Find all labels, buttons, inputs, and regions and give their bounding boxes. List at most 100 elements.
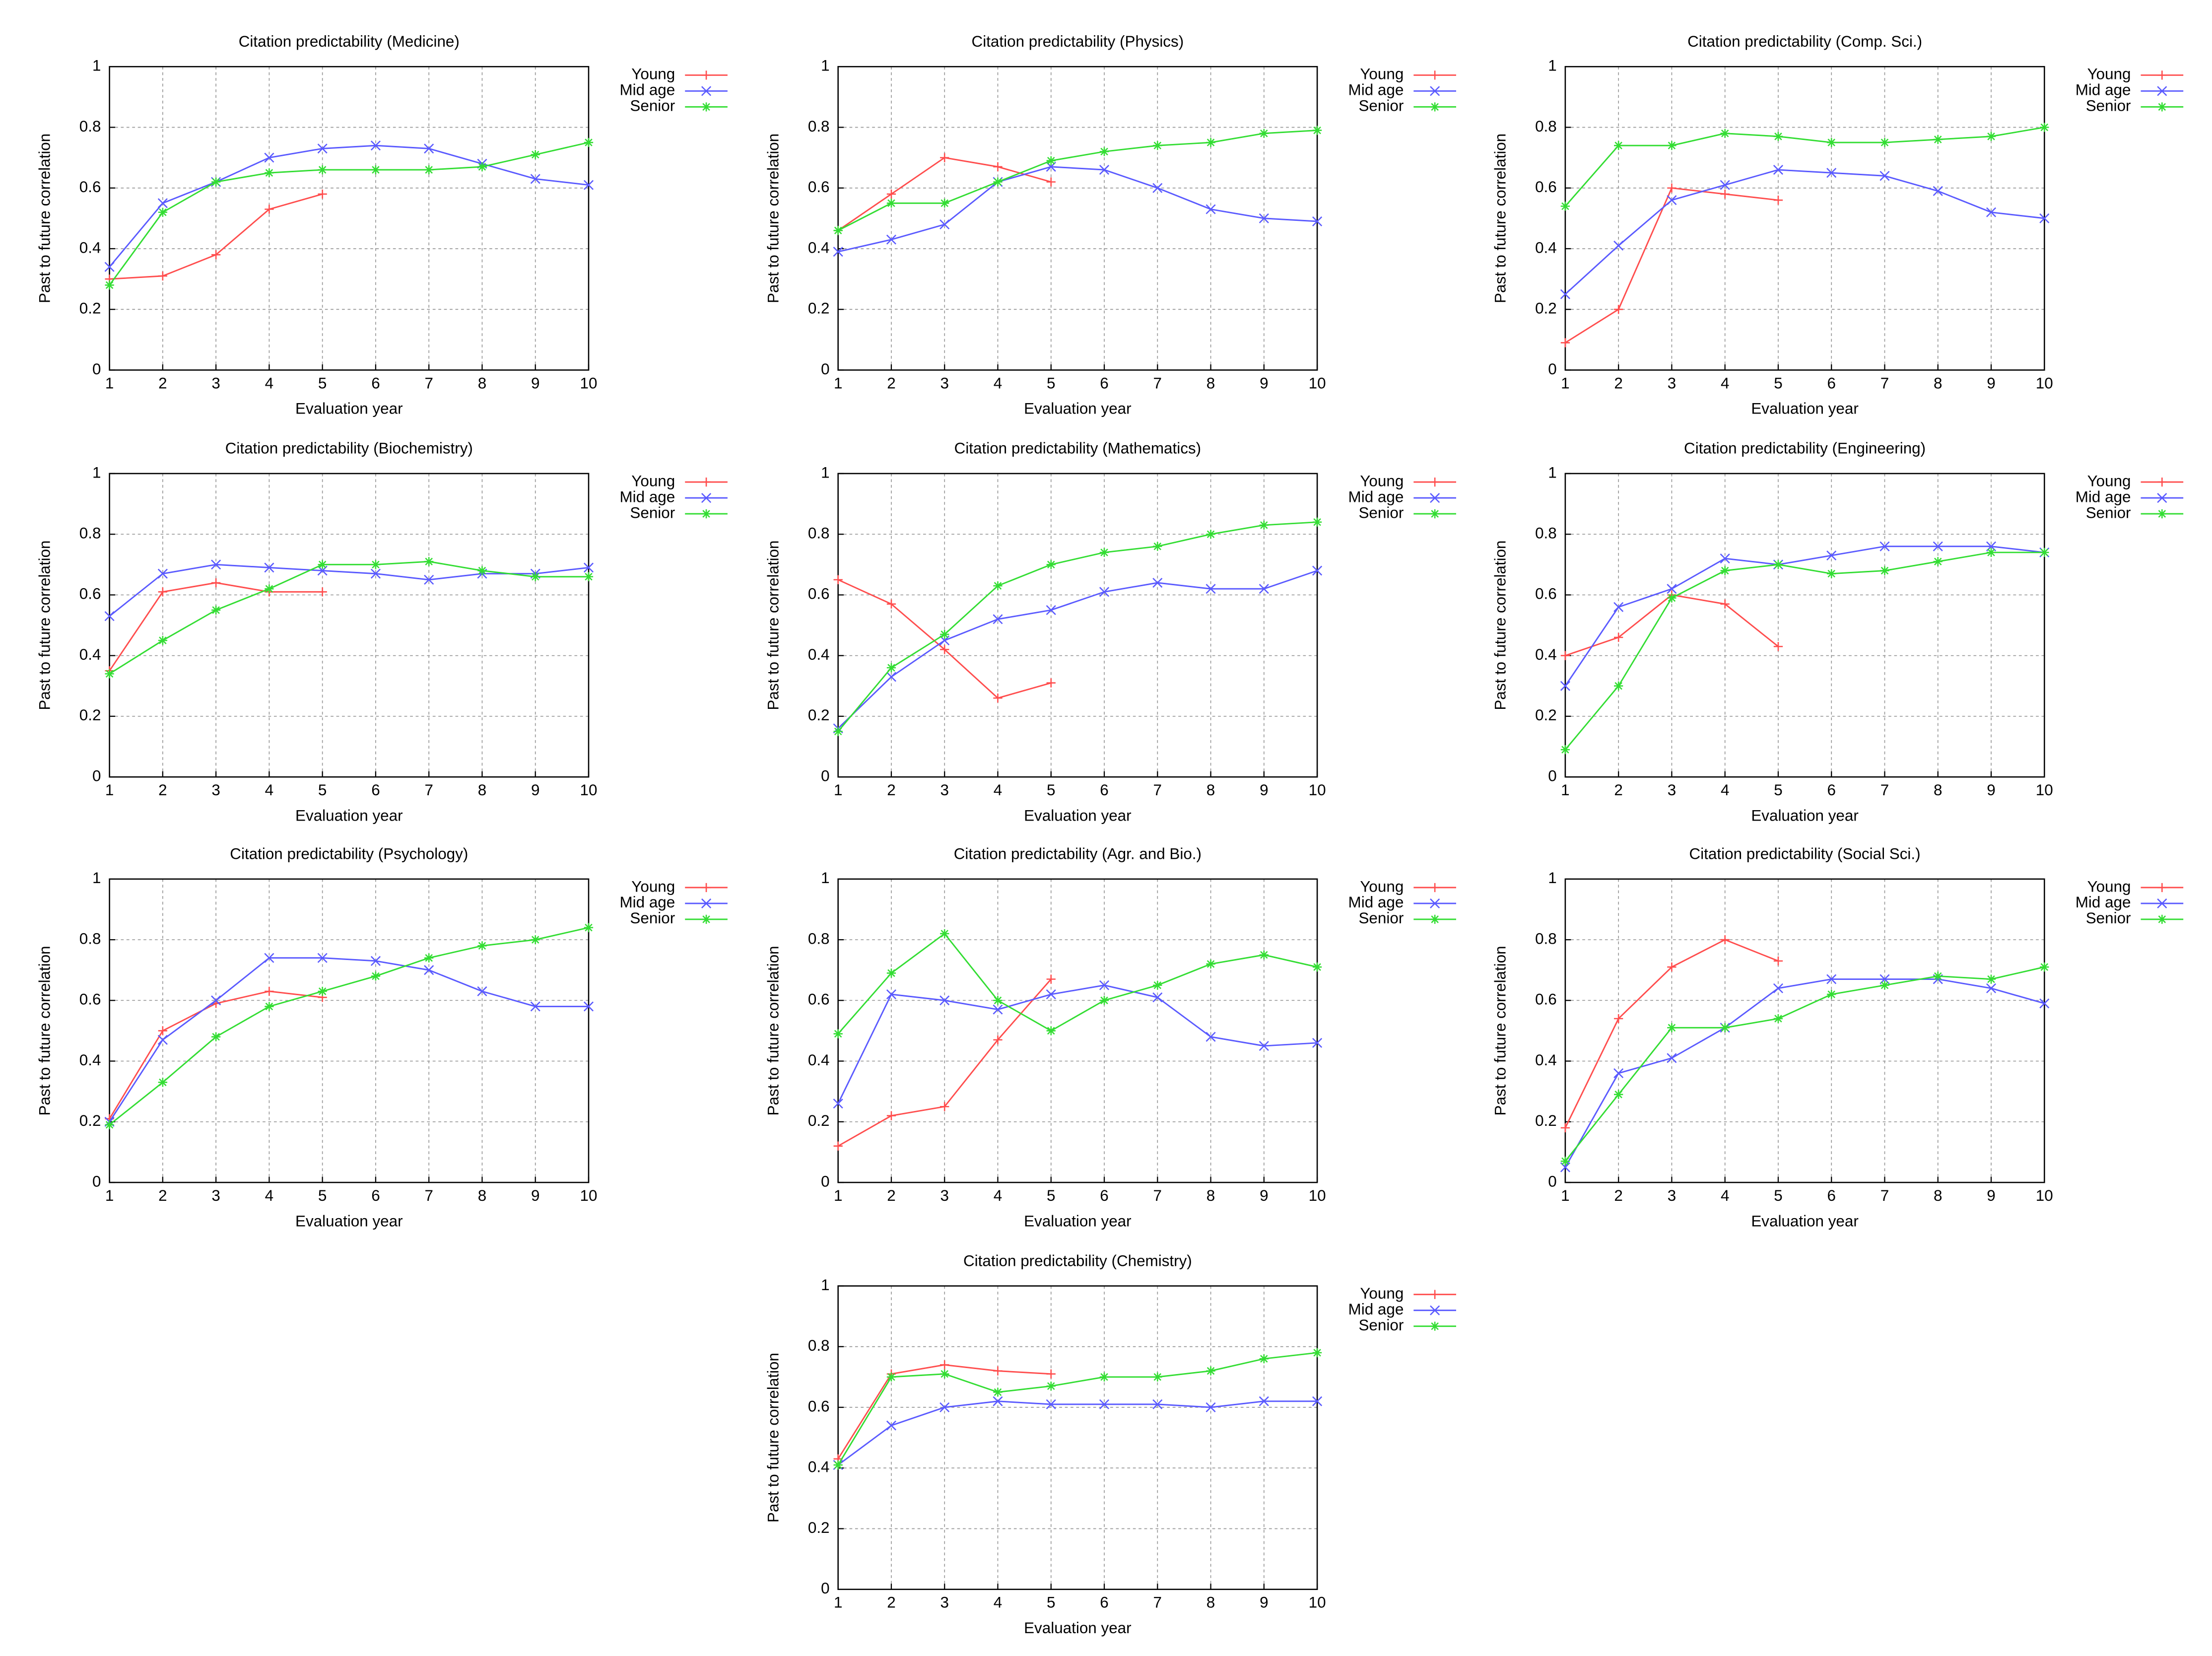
point-marker	[2040, 548, 2049, 557]
point-marker	[2040, 123, 2049, 132]
y-tick-label: 0.8	[79, 524, 101, 542]
point-marker	[1560, 1123, 1570, 1133]
point-marker	[833, 727, 843, 736]
x-tick-label: 7	[424, 374, 433, 392]
x-tick-label: 1	[834, 1594, 842, 1611]
x-tick-label: 7	[424, 781, 433, 799]
point-marker	[1046, 605, 1056, 616]
point-marker	[584, 572, 594, 581]
series-line	[838, 166, 1318, 253]
point-marker	[1259, 129, 1269, 138]
point-marker	[583, 562, 594, 573]
point-marker	[318, 560, 327, 569]
x-tick-label: 10	[2036, 781, 2053, 799]
x-tick-label: 6	[371, 781, 380, 799]
x-tick-label: 3	[940, 374, 948, 392]
y-tick-label: 1	[1548, 57, 1556, 74]
point-marker	[1773, 983, 1783, 993]
legend-label: Mid age	[619, 81, 675, 99]
point-marker	[1720, 189, 1730, 199]
y-tick-label: 0.4	[1535, 1051, 1557, 1069]
point-marker	[211, 250, 221, 260]
point-marker	[477, 986, 487, 997]
point-marker	[1312, 1396, 1323, 1406]
point-marker	[886, 989, 896, 1000]
y-tick-label: 0.4	[1535, 646, 1557, 663]
point-marker	[993, 1035, 1003, 1044]
point-marker	[265, 1002, 274, 1011]
point-marker	[1614, 1090, 1623, 1099]
point-marker	[1720, 180, 1730, 190]
x-tick-label: 3	[940, 1594, 948, 1611]
point-marker	[1206, 1402, 1216, 1413]
legend-label: Senior	[630, 97, 675, 115]
point-marker	[1312, 1348, 1322, 1358]
x-axis-label: Evaluation year	[295, 1212, 403, 1230]
point-marker	[1153, 542, 1162, 551]
point-marker	[1826, 168, 1837, 178]
point-marker	[1206, 959, 1215, 969]
chart-title: Citation predictability (Engineering)	[1684, 440, 1926, 457]
y-tick-label: 0.8	[808, 930, 830, 947]
point-marker	[424, 143, 434, 154]
point-marker	[157, 198, 168, 208]
x-tick-label: 10	[580, 781, 598, 799]
point-marker	[1259, 520, 1269, 530]
point-marker	[833, 1460, 843, 1470]
point-marker	[940, 1360, 949, 1370]
point-marker	[1667, 195, 1677, 206]
point-marker	[317, 953, 328, 963]
point-marker	[424, 965, 434, 975]
point-marker	[1560, 651, 1570, 660]
x-tick-label: 8	[1934, 1187, 1942, 1204]
plot-frame	[837, 878, 1318, 1183]
point-marker	[1099, 1372, 1109, 1382]
y-tick-label: 0	[821, 1580, 829, 1597]
subplot: Citation predictability (Mathematics) 0 0.…	[764, 440, 1456, 824]
point-marker	[1152, 183, 1163, 193]
point-marker	[1933, 135, 1943, 144]
point-marker	[157, 1035, 168, 1045]
point-marker	[1933, 541, 1943, 552]
point-marker	[2039, 213, 2050, 223]
y-axis-label: Past to future correlation	[36, 134, 53, 303]
x-tick-label: 9	[1260, 781, 1268, 799]
point-marker	[1614, 681, 1623, 690]
point-marker	[211, 1032, 221, 1041]
point-marker	[993, 1004, 1003, 1015]
y-tick-label: 0.8	[808, 1337, 830, 1354]
point-marker	[1560, 338, 1570, 347]
legend-marker	[2157, 898, 2167, 908]
x-tick-label: 4	[1721, 374, 1729, 392]
point-marker	[264, 152, 274, 163]
legend-label: Senior	[1358, 909, 1404, 927]
point-marker	[1613, 602, 1624, 612]
x-tick-label: 4	[994, 1594, 1002, 1611]
point-marker	[1046, 1381, 1056, 1391]
point-marker	[105, 669, 114, 679]
point-marker	[833, 1099, 843, 1109]
point-marker	[265, 168, 274, 178]
point-marker	[1667, 962, 1676, 972]
x-tick-label: 2	[887, 1594, 895, 1611]
y-axis-label: Past to future correlation	[764, 1353, 782, 1522]
x-tick-label: 1	[105, 374, 114, 392]
x-tick-label: 8	[1934, 781, 1942, 799]
y-tick-label: 0.4	[808, 1051, 830, 1069]
y-tick-label: 0.2	[808, 706, 830, 724]
x-tick-label: 9	[1260, 374, 1268, 392]
point-marker	[993, 1396, 1003, 1406]
point-marker	[1773, 642, 1783, 651]
point-marker	[318, 165, 327, 175]
x-axis-label: Evaluation year	[295, 400, 403, 417]
point-marker	[530, 1001, 540, 1012]
point-marker	[886, 189, 896, 199]
point-marker	[1312, 1037, 1323, 1048]
point-marker	[1099, 980, 1110, 990]
point-marker	[1259, 584, 1269, 594]
x-tick-label: 1	[1561, 1187, 1569, 1204]
point-marker	[211, 559, 221, 570]
point-marker	[370, 140, 381, 151]
x-tick-label: 4	[265, 781, 273, 799]
chart-title: Citation predictability (Chemistry)	[963, 1252, 1192, 1269]
